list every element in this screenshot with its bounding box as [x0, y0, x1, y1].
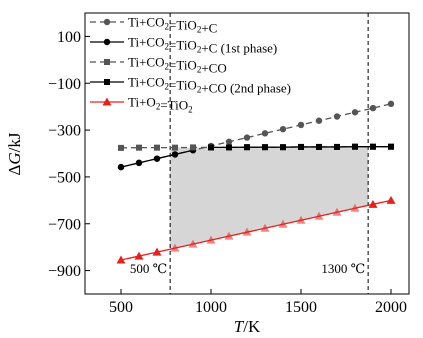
annotation-lines — [169, 13, 369, 294]
series-3-point-10 — [388, 143, 394, 150]
series-4 — [116, 195, 396, 264]
legend-item-1: Ti+CO2=TiO2+C (1st phase) — [90, 35, 277, 56]
legend-label-3: Ti+CO2=TiO2+CO (2nd phase) — [128, 75, 291, 96]
series-4-point-13 — [350, 203, 360, 212]
series-0-point-11 — [315, 117, 323, 124]
series-3-point-0 — [208, 144, 214, 151]
series-1-point-1 — [135, 159, 143, 167]
series-1-point-2 — [153, 155, 161, 162]
series-0-point-7 — [243, 134, 251, 141]
legend-marker-0 — [103, 18, 111, 26]
series-layer — [116, 100, 396, 264]
annotation-layer: 500 ℃ 1300 ℃ — [130, 261, 365, 276]
series-0-line — [120, 103, 392, 168]
series-3-point-5 — [298, 143, 304, 150]
legend-item-3: Ti+CO2=TiO2+CO (2nd phase) — [90, 75, 291, 96]
series-3-point-3 — [262, 144, 268, 151]
plot-frame — [84, 12, 410, 295]
series-4-point-14 — [368, 199, 378, 208]
series-0-point-15 — [387, 100, 395, 108]
y-tick-label-3: −500 — [48, 169, 81, 186]
x-tick-label-0: 500 — [109, 299, 133, 316]
series-4-line — [120, 199, 392, 261]
y-axis-title: ΔG/kJ — [5, 132, 24, 175]
series-3-point-7 — [334, 143, 340, 150]
series-0-point-6 — [225, 138, 233, 145]
series-1-point-3 — [171, 151, 179, 158]
series-3 — [208, 143, 394, 151]
series-3-point-9 — [370, 143, 376, 150]
series-4-point-1 — [134, 251, 144, 260]
series-0-point-10 — [297, 121, 305, 129]
legend-label-0: Ti+CO2=TiO2+C — [128, 15, 217, 36]
series-2-point-0 — [118, 144, 124, 151]
y-tick-label-4: −700 — [48, 216, 81, 233]
legend-marker-1 — [103, 38, 111, 46]
y-tick-label-0: 100 — [57, 29, 81, 46]
feasible-region — [170, 146, 369, 250]
series-2-point-2 — [154, 144, 160, 151]
series-4-point-10 — [296, 215, 306, 224]
series-4-point-11 — [314, 211, 324, 220]
legend-marker-3 — [104, 79, 110, 85]
series-4-point-6 — [224, 231, 234, 240]
series-4-point-4 — [188, 239, 198, 248]
legend-marker-4 — [102, 97, 112, 106]
legend-marker-2 — [104, 59, 110, 65]
series-0-point-9 — [279, 125, 287, 133]
annotation-label-0: 500 ℃ — [130, 261, 167, 276]
legend-item-0: Ti+CO2=TiO2+C — [90, 15, 217, 36]
series-4-point-0 — [116, 255, 126, 264]
series-0-point-8 — [261, 130, 269, 137]
ticks-layer: 500 1000 1500 2000 100 −100 −300 −500 −700 −900 — [48, 29, 407, 316]
legend-item-4: Ti+O2=TiO2 — [90, 95, 193, 115]
series-3-point-1 — [226, 144, 232, 151]
legend-label-4: Ti+O2=TiO2 — [128, 95, 193, 115]
y-tick-label-2: −300 — [48, 123, 81, 140]
series-1-point-0 — [117, 163, 125, 171]
series-4-point-3 — [170, 243, 180, 252]
series-2-point-4 — [190, 144, 196, 151]
y-tick-label-1: −100 — [48, 76, 81, 93]
legend-label-2: Ti+CO2=TiO2+CO — [128, 55, 227, 76]
series-4-point-8 — [260, 223, 270, 232]
series-4-point-12 — [332, 207, 342, 216]
series-0-point-13 — [351, 109, 359, 116]
legend: Ti+CO2=TiO2+CTi+CO2=TiO2+C (1st phase)Ti… — [90, 15, 291, 115]
series-4-point-9 — [278, 219, 288, 228]
series-4-point-15 — [386, 195, 396, 204]
x-axis-title: T/K — [234, 317, 261, 336]
series-3-point-4 — [280, 144, 286, 151]
x-tick-label-2: 1500 — [285, 299, 317, 316]
series-4-point-5 — [206, 235, 216, 244]
shaded-region-layer — [170, 146, 369, 250]
series-4-point-2 — [152, 247, 162, 256]
series-3-point-2 — [244, 144, 250, 151]
legend-item-2: Ti+CO2=TiO2+CO — [90, 55, 227, 76]
series-3-point-6 — [316, 143, 322, 150]
series-0-point-14 — [369, 104, 377, 112]
series-2-point-3 — [172, 144, 178, 151]
y-tick-label-5: −900 — [48, 263, 81, 280]
x-tick-label-3: 2000 — [375, 299, 407, 316]
annotation-label-1: 1300 ℃ — [321, 261, 365, 276]
series-4-point-7 — [242, 227, 252, 236]
x-tick-label-1: 1000 — [195, 299, 227, 316]
series-2-point-1 — [136, 144, 142, 151]
series-0-point-12 — [333, 113, 341, 120]
series-3-point-8 — [352, 143, 358, 150]
legend-label-1: Ti+CO2=TiO2+C (1st phase) — [128, 35, 277, 56]
